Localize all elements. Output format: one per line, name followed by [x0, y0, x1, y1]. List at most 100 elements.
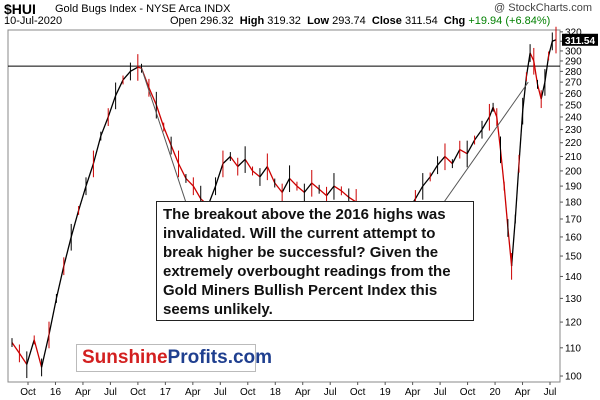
- price-segment: [510, 218, 516, 267]
- chg-value: +19.94 (+6.84%): [468, 15, 551, 27]
- price-segment: [422, 176, 431, 187]
- price-segment: [414, 185, 424, 200]
- price-segment: [429, 164, 439, 178]
- price-segment: [48, 298, 58, 335]
- x-tick-label: 17: [160, 387, 172, 398]
- price-segment: [237, 158, 246, 167]
- close-label: Close: [371, 15, 402, 27]
- open-value: 296.32: [199, 15, 234, 27]
- price-segment: [303, 182, 313, 193]
- price-segment: [148, 87, 157, 106]
- chg-label: Chg: [443, 15, 466, 27]
- price-segment: [92, 135, 102, 164]
- price-segment: [340, 190, 350, 198]
- x-tick-label: Apr: [295, 387, 311, 398]
- price-segment: [552, 39, 557, 42]
- last-price-badge: [562, 33, 598, 46]
- close-value: 311.54: [404, 15, 438, 27]
- price-segment: [529, 52, 535, 62]
- price-segment: [289, 177, 298, 187]
- price-segment: [333, 185, 342, 192]
- price-segment: [55, 265, 65, 299]
- price-segment: [533, 60, 539, 85]
- y-tick-label: 190: [565, 182, 582, 193]
- price-segment: [163, 126, 172, 146]
- y-tick-label: 200: [565, 166, 582, 177]
- price-segment: [311, 182, 320, 190]
- price-segment: [192, 185, 202, 200]
- price-segment: [451, 149, 461, 164]
- price-segment: [522, 76, 528, 111]
- y-tick-label: 170: [565, 215, 582, 226]
- price-segment: [474, 129, 483, 141]
- x-tick-label: Jul: [104, 387, 117, 398]
- x-tick-label: Oct: [20, 387, 36, 398]
- price-segment: [326, 185, 335, 196]
- y-tick-label: 100: [565, 372, 582, 383]
- ohlc-summary: Open 296.32 High 319.32 Low 293.74 Close…: [170, 15, 550, 27]
- y-tick-label: 150: [565, 252, 582, 263]
- y-tick-label: 210: [565, 152, 582, 163]
- price-segment: [214, 163, 224, 187]
- y-tick-label: 110: [565, 343, 581, 354]
- price-segment: [77, 185, 87, 211]
- stockcharts-watermark: @ StockCharts.com: [494, 2, 592, 14]
- last-price-label: 311.54: [565, 36, 595, 47]
- x-tick-label: Oct: [240, 387, 256, 398]
- price-segment: [266, 166, 276, 184]
- x-tick-label: 20: [489, 387, 501, 398]
- price-segment: [177, 163, 187, 179]
- price-segment: [100, 116, 109, 137]
- price-segment: [296, 185, 305, 193]
- y-tick-label: 260: [565, 89, 582, 100]
- price-segment: [40, 334, 50, 368]
- price-segment: [130, 66, 139, 72]
- y-tick-label: 250: [565, 100, 582, 111]
- y-tick-label: 320: [565, 27, 582, 38]
- x-tick-label: Apr: [75, 387, 91, 398]
- high-label: High: [239, 15, 265, 27]
- x-tick-label: Oct: [130, 387, 146, 398]
- price-segment: [11, 342, 20, 354]
- price-segment: [137, 66, 142, 69]
- logo-part-sunshine: Sunshine: [82, 347, 168, 368]
- x-tick-label: Jul: [214, 387, 227, 398]
- y-tick-label: 300: [565, 46, 582, 57]
- logo-part-profits: Profits.com: [167, 347, 273, 368]
- price-segment: [185, 177, 194, 187]
- price-segment: [518, 110, 524, 164]
- x-tick-label: 16: [50, 387, 62, 398]
- price-segment: [536, 84, 542, 100]
- price-segment: [115, 79, 124, 96]
- price-segment: [492, 107, 498, 118]
- high-value: 319.32: [267, 15, 301, 27]
- price-segment: [496, 116, 502, 150]
- price-segment: [33, 339, 43, 368]
- price-segment: [63, 236, 72, 267]
- y-tick-label: 160: [565, 232, 582, 243]
- price-segment: [437, 156, 446, 166]
- x-tick-label: Oct: [460, 387, 476, 398]
- x-tick-label: Oct: [350, 387, 366, 398]
- price-segment: [107, 95, 117, 118]
- y-tick-label: 230: [565, 125, 582, 136]
- y-tick-label: 180: [565, 198, 582, 209]
- price-segment: [318, 188, 327, 197]
- y-tick-label: 290: [565, 56, 582, 67]
- low-value: 293.74: [332, 15, 366, 27]
- x-tick-label: Jul: [324, 387, 337, 398]
- chart-date: 10-Jul-2020: [4, 15, 63, 27]
- price-segment: [222, 156, 231, 165]
- open-label: Open: [170, 15, 197, 27]
- price-segment: [244, 158, 254, 172]
- low-label: Low: [307, 15, 330, 27]
- price-segment: [503, 186, 509, 228]
- price-segment: [507, 227, 513, 267]
- price-segment: [499, 149, 505, 187]
- price-segment: [459, 148, 468, 155]
- y-tick-label: 120: [565, 318, 582, 329]
- x-tick-label: 18: [270, 387, 282, 398]
- price-segment: [481, 116, 490, 130]
- price-segment: [155, 104, 165, 128]
